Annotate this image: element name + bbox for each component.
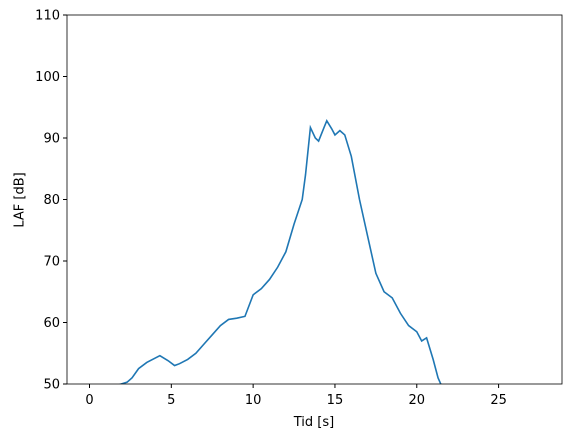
x-axis-label: Tid [s]: [293, 415, 334, 430]
x-tick-label: 5: [167, 393, 175, 408]
data-line: [118, 119, 442, 384]
plot-frame: [66, 14, 563, 385]
y-tick-label: 50: [43, 378, 60, 393]
y-tick-label: 110: [35, 9, 60, 24]
x-tick-label: 10: [245, 393, 262, 408]
x-tick-label: 20: [408, 393, 425, 408]
y-tick-label: 80: [43, 193, 60, 208]
x-tick-label: 15: [327, 393, 344, 408]
y-tick-label: 60: [43, 316, 60, 331]
y-tick-label: 90: [43, 132, 60, 147]
y-tick-label: 70: [43, 255, 60, 270]
y-tick-label: 100: [35, 70, 60, 85]
x-tick-label: 0: [85, 393, 93, 408]
x-tick-label: 25: [490, 393, 507, 408]
y-axis-label: LAF [dB]: [13, 172, 28, 227]
